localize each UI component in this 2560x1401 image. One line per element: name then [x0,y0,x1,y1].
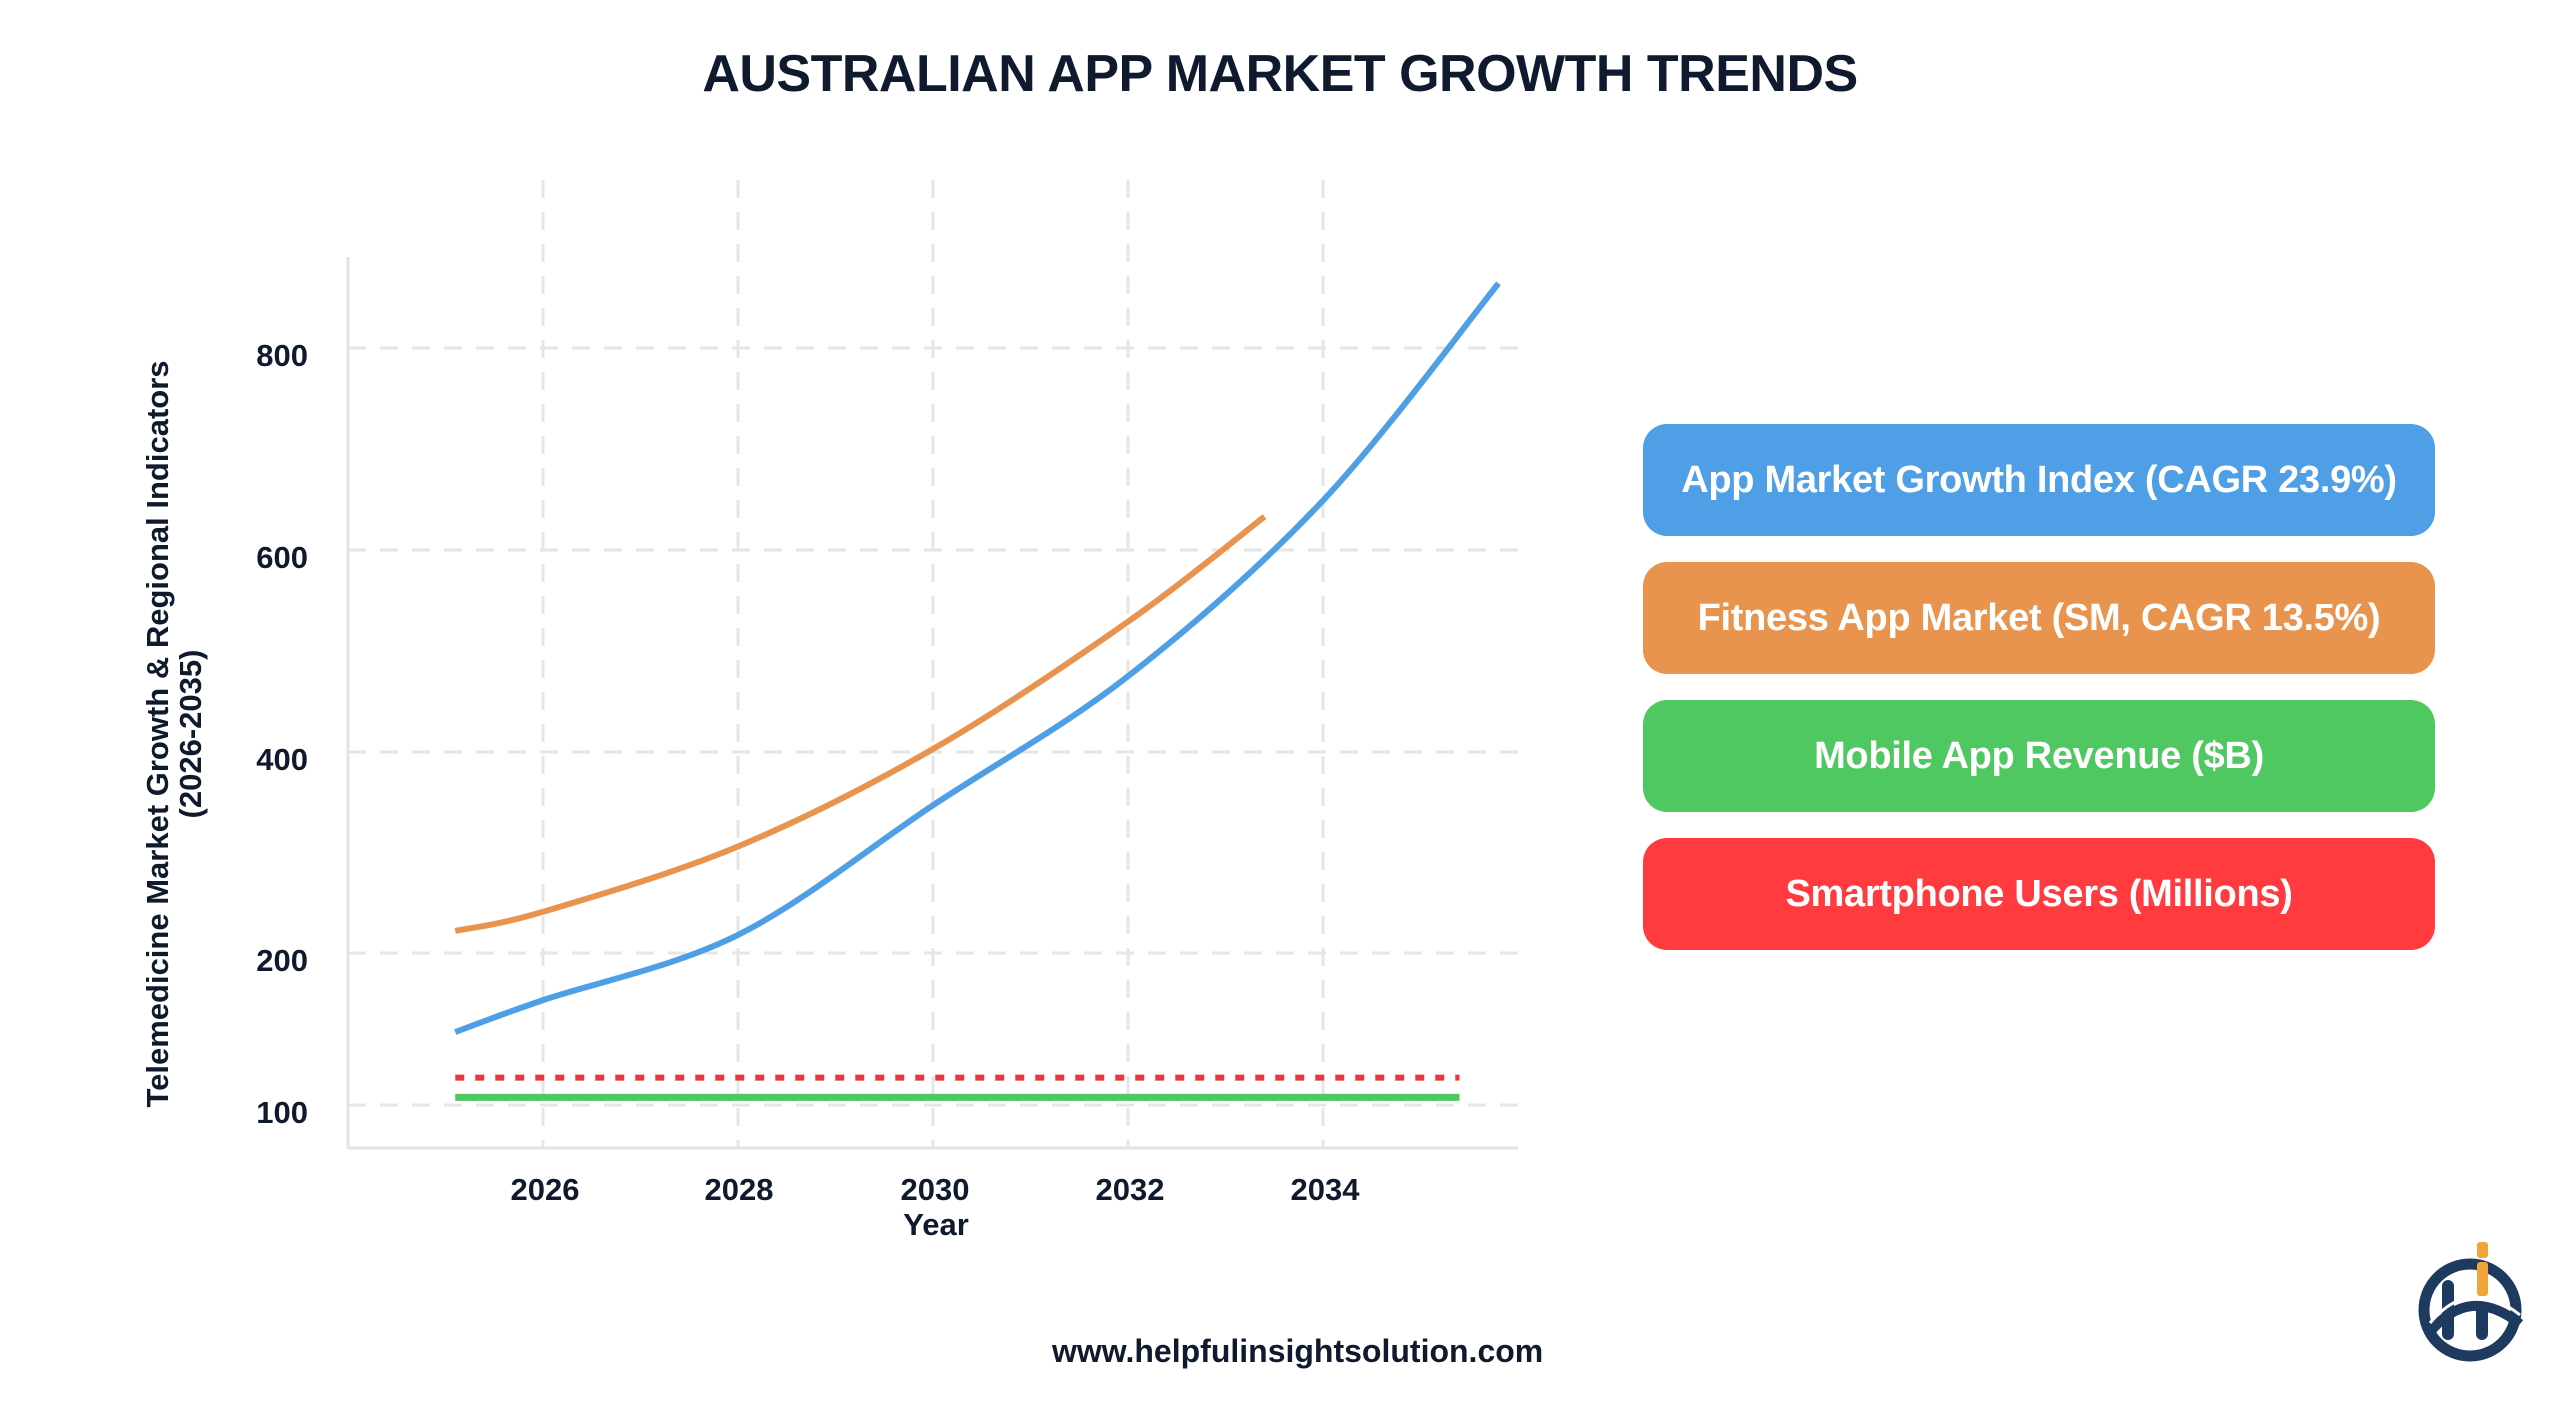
x-axis-title: Year [903,1207,969,1242]
y-tick-800: 800 [256,338,308,373]
x-tick-2032: 2032 [1095,1172,1165,1207]
y-tick-100: 100 [256,1095,308,1130]
legend-item-mobile-app-revenue: Mobile App Revenue ($B) [1643,700,2435,812]
brand-logo-icon [2418,1242,2524,1362]
legend-item-smartphone-users: Smartphone Users (Millions) [1643,838,2435,950]
x-tick-2028: 2028 [704,1172,774,1207]
y-tick-400: 400 [256,742,308,777]
grid-lines [348,180,1518,1148]
legend-item-fitness-app-market: Fitness App Market (SM, CAGR 13.5%) [1643,562,2435,674]
y-axis-title-line2: (2026-2035) [173,649,208,819]
chart-title: AUSTRALIAN APP MARKET GROWTH TRENDS [702,45,1858,103]
series-line-1 [454,514,1267,934]
x-tick-2034: 2034 [1290,1172,1360,1207]
website-url: www.helpfulinsightsolution.com [1052,1333,1544,1369]
x-tick-2030: 2030 [900,1172,970,1207]
y-axis-title: Telemedicine Market Growth & Regional In… [140,360,208,1108]
y-axis-title-line1: Telemedicine Market Growth & Regional In… [140,360,175,1108]
legend-item-app-market-growth-index: App Market Growth Index (CAGR 23.9%) [1643,424,2435,536]
x-tick-2026: 2026 [510,1172,580,1207]
series-lines [454,281,1501,1101]
y-tick-200: 200 [256,943,308,978]
series-line-0 [454,281,1501,1035]
y-tick-600: 600 [256,540,308,575]
